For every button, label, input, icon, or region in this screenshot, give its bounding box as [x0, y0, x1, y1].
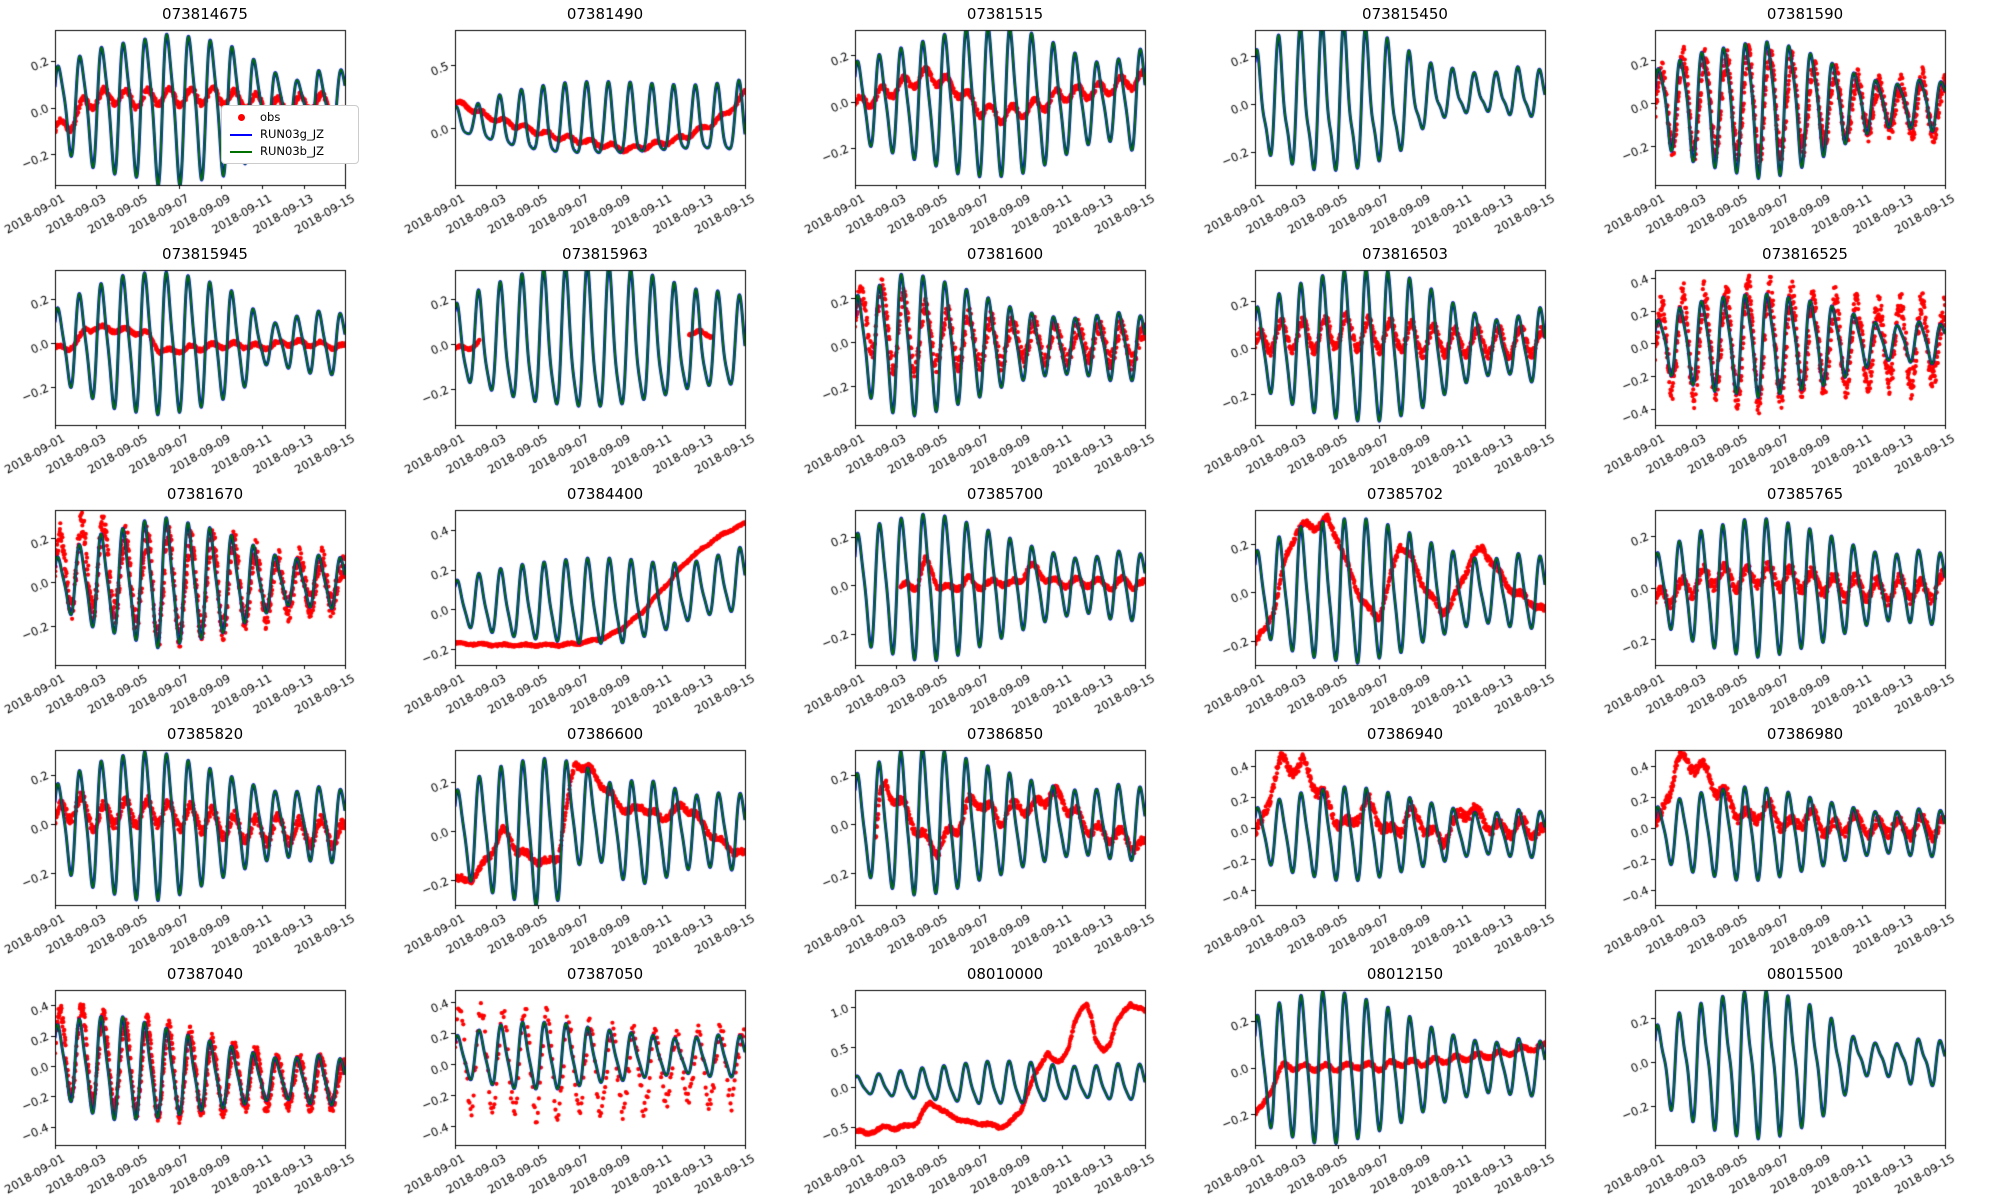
plot-canvas [800, 960, 1200, 1200]
subplot-title: 07386600 [566, 725, 644, 743]
subplot-title: 07386850 [966, 725, 1044, 743]
subplot-073815945: 073815945 [0, 240, 400, 480]
legend-entry: RUN03g_JZ [229, 128, 351, 141]
subplot-07386600: 07386600 [400, 720, 800, 960]
subplot-07386980: 07386980 [1600, 720, 2000, 960]
plot-canvas [1200, 720, 1600, 960]
plot-canvas [0, 720, 400, 960]
subplot-title: 07385700 [966, 485, 1044, 503]
plot-canvas [800, 720, 1200, 960]
plot-canvas [1600, 480, 2000, 720]
subplot-title: 07387040 [166, 965, 244, 983]
subplot-title: 08012150 [1366, 965, 1444, 983]
plot-canvas [1200, 960, 1600, 1200]
subplot-07385820: 07385820 [0, 720, 400, 960]
subplot-073815963: 073815963 [400, 240, 800, 480]
subplot-08015500: 08015500 [1600, 960, 2000, 1200]
subplot-08010000: 08010000 [800, 960, 1200, 1200]
legend-label: RUN03b_JZ [260, 144, 324, 158]
plot-canvas [800, 240, 1200, 480]
subplot-title: 073815945 [162, 245, 248, 263]
plot-canvas [400, 960, 800, 1200]
subplot-title: 08015500 [1766, 965, 1844, 983]
plot-canvas [400, 0, 800, 240]
plot-canvas [0, 240, 400, 480]
subplot-title: 07386940 [1366, 725, 1444, 743]
subplot-title: 07385765 [1766, 485, 1844, 503]
plot-canvas [400, 240, 800, 480]
line-marker-icon [229, 150, 253, 153]
legend-label: RUN03g_JZ [260, 127, 324, 141]
subplot-title: 073814675 [162, 5, 248, 23]
plot-canvas [400, 480, 800, 720]
plot-canvas [1600, 0, 2000, 240]
legend-entry: obs [229, 111, 351, 124]
legend-entry: RUN03b_JZ [229, 145, 351, 158]
subplot-title: 07385820 [166, 725, 244, 743]
plot-canvas [1200, 240, 1600, 480]
subplot-073816525: 073816525 [1600, 240, 2000, 480]
subplot-073814675: 073814675 obs RUN03g_JZ RUN03b_JZ [0, 0, 400, 240]
plot-canvas [1200, 480, 1600, 720]
subplot-07386850: 07386850 [800, 720, 1200, 960]
subplot-07385700: 07385700 [800, 480, 1200, 720]
subplot-07381490: 07381490 [400, 0, 800, 240]
subplot-07381590: 07381590 [1600, 0, 2000, 240]
subplot-title: 07381515 [966, 5, 1044, 23]
subplot-07386940: 07386940 [1200, 720, 1600, 960]
subplot-07381515: 07381515 [800, 0, 1200, 240]
plot-canvas [1600, 720, 2000, 960]
plot-canvas [1600, 240, 2000, 480]
legend-label: obs [260, 110, 281, 124]
subplot-title: 073815450 [1362, 5, 1448, 23]
subplot-073816503: 073816503 [1200, 240, 1600, 480]
subplot-title: 07381490 [566, 5, 644, 23]
subplot-title: 073815963 [562, 245, 648, 263]
subplot-07381600: 07381600 [800, 240, 1200, 480]
plot-canvas [0, 480, 400, 720]
subplot-08012150: 08012150 [1200, 960, 1600, 1200]
subplot-title: 07385702 [1366, 485, 1444, 503]
plot-canvas [1200, 0, 1600, 240]
subplot-title: 08010000 [966, 965, 1044, 983]
plot-canvas [400, 720, 800, 960]
plot-canvas [800, 480, 1200, 720]
subplot-title: 07381590 [1766, 5, 1844, 23]
subplot-title: 07381670 [166, 485, 244, 503]
subplot-07385702: 07385702 [1200, 480, 1600, 720]
legend: obs RUN03g_JZ RUN03b_JZ [221, 105, 359, 164]
subplot-title: 07387050 [566, 965, 644, 983]
subplot-title: 07381600 [966, 245, 1044, 263]
subplot-07387050: 07387050 [400, 960, 800, 1200]
plot-canvas [1600, 960, 2000, 1200]
subplot-title: 07386980 [1766, 725, 1844, 743]
subplot-07385765: 07385765 [1600, 480, 2000, 720]
plot-canvas [0, 960, 400, 1200]
subplot-07384400: 07384400 [400, 480, 800, 720]
subplot-title: 073816525 [1762, 245, 1848, 263]
obs-dot-marker-icon [229, 114, 253, 121]
subplot-title: 073816503 [1362, 245, 1448, 263]
subplot-07381670: 07381670 [0, 480, 400, 720]
subplot-07387040: 07387040 [0, 960, 400, 1200]
plot-canvas [800, 0, 1200, 240]
line-marker-icon [229, 133, 253, 136]
subplot-title: 07384400 [566, 485, 644, 503]
subplot-073815450: 073815450 [1200, 0, 1600, 240]
